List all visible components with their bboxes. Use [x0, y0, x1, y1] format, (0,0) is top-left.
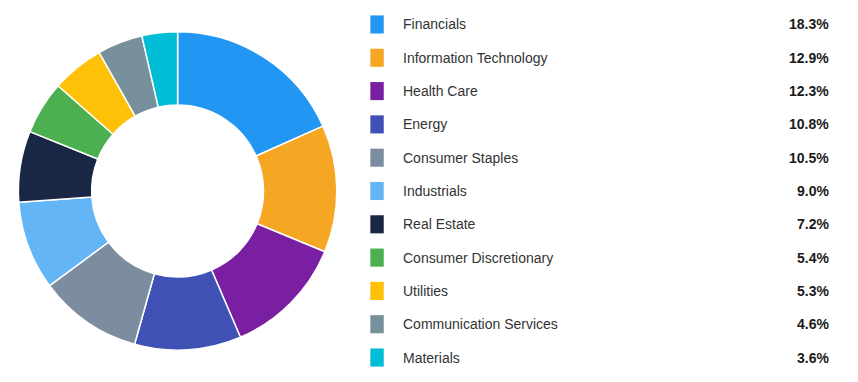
svg-text:Energy: Energy	[403, 116, 447, 132]
svg-text:Communication Services: Communication Services	[403, 316, 558, 332]
svg-text:Health Care: Health Care	[403, 83, 478, 99]
svg-text:Real Estate: Real Estate	[403, 216, 476, 232]
svg-text:12.3%: 12.3%	[789, 83, 829, 99]
svg-text:7.2%: 7.2%	[797, 216, 829, 232]
svg-text:18.3%: 18.3%	[789, 16, 829, 32]
svg-text:3.6%: 3.6%	[797, 350, 829, 366]
svg-text:Industrials: Industrials	[403, 183, 467, 199]
svg-text:Financials: Financials	[403, 16, 466, 32]
svg-text:Information Technology: Information Technology	[403, 50, 548, 66]
svg-text:Consumer Staples: Consumer Staples	[403, 150, 518, 166]
svg-text:Consumer Discretionary: Consumer Discretionary	[403, 250, 553, 266]
svg-text:Materials: Materials	[403, 350, 460, 366]
svg-text:5.3%: 5.3%	[797, 283, 829, 299]
svg-text:Utilities: Utilities	[403, 283, 448, 299]
svg-text:5.4%: 5.4%	[797, 250, 829, 266]
svg-text:10.8%: 10.8%	[789, 116, 829, 132]
svg-text:9.0%: 9.0%	[797, 183, 829, 199]
svg-text:10.5%: 10.5%	[789, 150, 829, 166]
svg-text:12.9%: 12.9%	[789, 50, 829, 66]
svg-text:4.6%: 4.6%	[797, 316, 829, 332]
